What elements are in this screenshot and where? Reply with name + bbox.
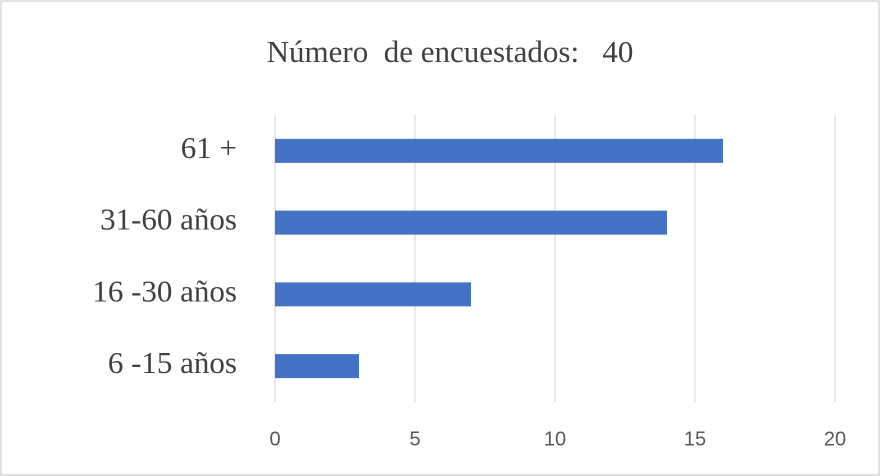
y-tick-label: 31-60 años: [100, 202, 237, 237]
bar: [275, 282, 471, 307]
x-tick-label: 15: [684, 428, 706, 450]
bar: [275, 138, 723, 163]
x-tick-label: 0: [269, 428, 280, 450]
bar: [275, 210, 667, 235]
y-tick-label: 6 -15 años: [108, 345, 237, 380]
y-tick-label: 61 +: [181, 130, 237, 165]
y-tick-label: 16 -30 años: [92, 273, 237, 308]
chart-title: Número de encuestados: 40: [267, 34, 634, 69]
x-tick-label: 10: [544, 428, 566, 450]
x-tick-label: 20: [824, 428, 846, 450]
bar: [275, 354, 359, 379]
x-tick-label: 5: [409, 428, 420, 450]
